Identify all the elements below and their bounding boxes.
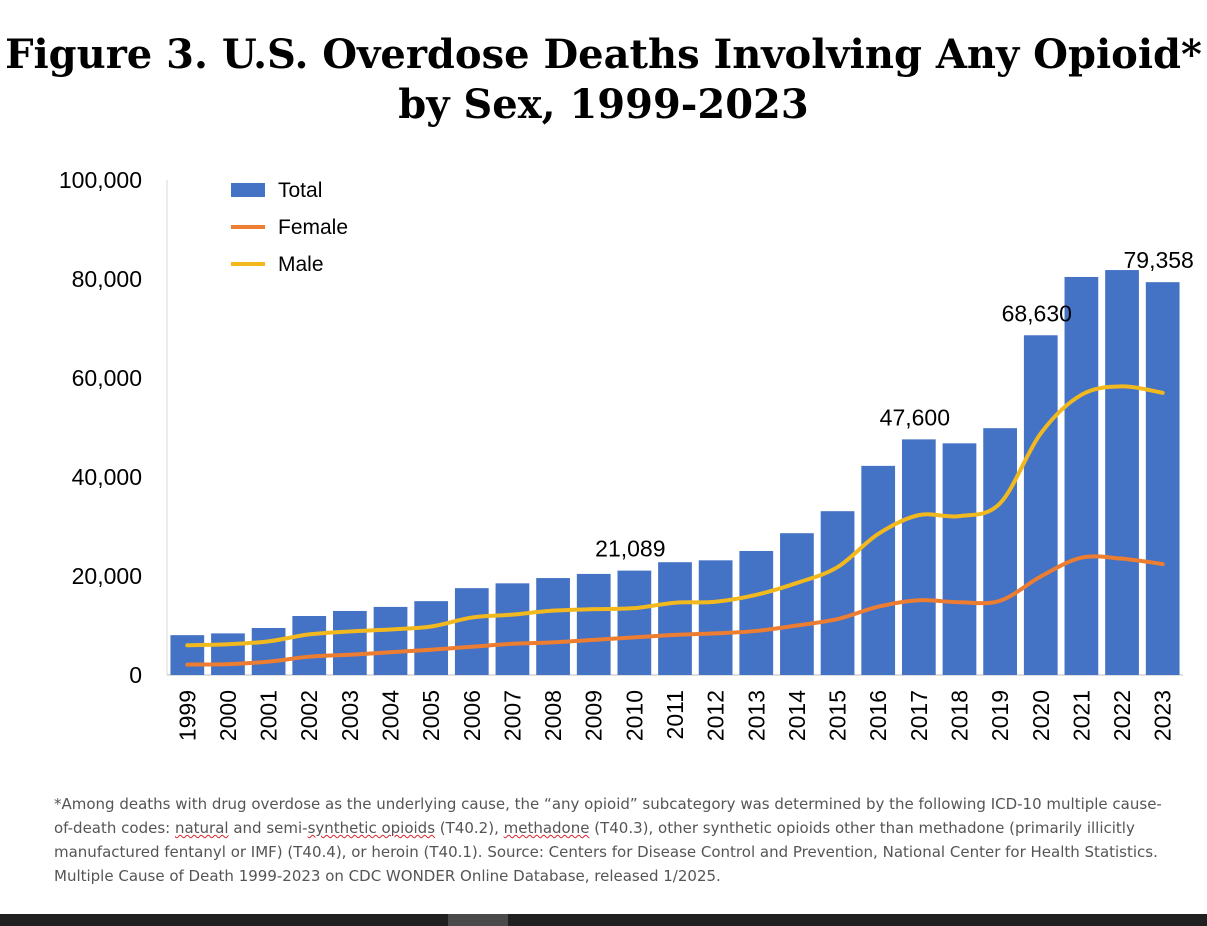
opioid-overdose-chart: 0 20,000 40,000 60,000 80,000 100,000 1999 2000… <box>59 167 1194 741</box>
x-tick-label: 2015 <box>825 690 851 741</box>
bar-total <box>211 633 245 675</box>
x-tick-label: 2011 <box>662 690 688 739</box>
chart-title-line-2: by Sex, 1999-2023 <box>398 81 809 128</box>
legend-swatch-total <box>231 183 265 197</box>
x-tick-label: 2022 <box>1109 690 1135 741</box>
x-tick-label: 2009 <box>581 690 607 741</box>
x-tick-label: 2004 <box>378 690 404 741</box>
x-tick-label: 2008 <box>540 690 566 741</box>
legend-label-total: Total <box>278 179 322 202</box>
bar-total <box>1145 282 1180 675</box>
bar-total <box>983 428 1017 675</box>
bar-total <box>292 615 327 675</box>
legend-label-female: Female <box>278 216 348 239</box>
x-tick-label: 2001 <box>256 690 282 741</box>
bar-total <box>1064 276 1099 675</box>
bar-total <box>861 465 896 675</box>
y-tick-label: 0 <box>129 662 142 688</box>
bar-total <box>495 583 530 675</box>
chart-title-line-1: Figure 3. U.S. Overdose Deaths Involving… <box>5 31 1202 78</box>
x-tick-label: 2014 <box>784 690 810 741</box>
taskbar-item[interactable] <box>448 914 508 926</box>
x-tick-label: 2012 <box>703 690 729 741</box>
taskbar <box>0 914 1207 926</box>
x-tick-label: 2023 <box>1150 690 1176 741</box>
bar-total <box>698 560 733 675</box>
x-tick-label: 2018 <box>946 690 972 741</box>
footnote-word-synthetic-opioids: synthetic opioids <box>307 819 436 837</box>
footnote-word-methadone: methadone <box>503 819 590 837</box>
footnote-text-2: and semi- <box>228 819 308 837</box>
bar-total <box>1023 335 1058 675</box>
footnote-text-4: (T40.3), other synthetic opioids other t… <box>54 819 1158 885</box>
x-tick-label: 2000 <box>215 690 241 741</box>
bar-total <box>333 610 367 675</box>
y-tick-label: 80,000 <box>72 266 142 292</box>
x-tick-label: 2005 <box>418 690 444 741</box>
y-tick-label: 40,000 <box>72 464 142 490</box>
x-tick-label: 2013 <box>743 690 769 741</box>
x-tick-label: 2006 <box>459 690 485 741</box>
x-tick-label: 2003 <box>337 690 363 741</box>
x-tick-label: 2002 <box>296 690 322 741</box>
bar-total <box>901 439 936 675</box>
bar-total <box>820 511 855 675</box>
y-tick-label: 60,000 <box>72 365 142 391</box>
chart-title: Figure 3. U.S. Overdose Deaths Involving… <box>0 30 1207 130</box>
legend-label-male: Male <box>278 253 324 276</box>
bar-total <box>739 550 774 675</box>
bar-total <box>536 578 570 675</box>
data-label: 68,630 <box>1002 300 1072 326</box>
x-tick-label: 2007 <box>499 690 525 741</box>
bar-total <box>414 601 449 675</box>
footnote-text-3: (T40.2), <box>435 819 504 837</box>
bar-total <box>942 443 977 675</box>
bar-total <box>576 573 611 675</box>
x-tick-label: 2020 <box>1028 690 1054 741</box>
data-label: 21,089 <box>595 536 665 562</box>
footnote: *Among deaths with drug overdose as the … <box>54 792 1164 888</box>
x-tick-label: 2019 <box>987 690 1013 741</box>
bar-total <box>658 562 692 675</box>
bar-total <box>780 533 814 675</box>
x-tick-label: 2016 <box>865 690 891 741</box>
bar-total <box>1105 270 1139 675</box>
footnote-text-1: *Among deaths with drug overdose as the … <box>54 795 1162 837</box>
bar-total <box>170 635 205 675</box>
bar-total <box>251 627 286 675</box>
bar-total <box>373 606 408 675</box>
y-tick-label: 20,000 <box>72 563 142 589</box>
line-female <box>185 554 1165 667</box>
data-label: 47,600 <box>880 404 950 430</box>
data-label: 79,358 <box>1124 247 1194 273</box>
x-tick-label: 2010 <box>621 690 647 741</box>
y-tick-label: 100,000 <box>59 167 142 193</box>
line-male <box>185 384 1165 648</box>
x-tick-label: 2021 <box>1068 690 1094 741</box>
x-tick-label: 2017 <box>906 690 932 741</box>
footnote-word-natural: natural <box>174 819 229 837</box>
x-tick-label: 1999 <box>174 690 200 741</box>
bar-total <box>617 570 652 675</box>
bar-total <box>454 588 489 675</box>
